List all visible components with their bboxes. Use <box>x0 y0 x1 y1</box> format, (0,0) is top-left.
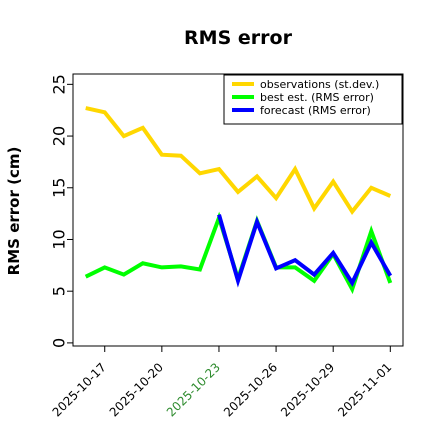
x-tick-label-2025-10-26: 2025-10-26 <box>221 360 280 419</box>
x-tick-label-2025-10-20: 2025-10-20 <box>107 360 166 419</box>
plot-area: 0 5 10 15 20 25 2025-10-172025-10-202025-10-23… <box>50 73 404 419</box>
legend-label-1: observations (st.dev.) <box>260 78 379 91</box>
y-tick-label-20: 20 <box>50 126 69 146</box>
series-line-3 <box>217 214 393 288</box>
y-tick-label-5: 5 <box>50 286 69 296</box>
x-tick-label-2025-10-29: 2025-10-29 <box>278 360 337 419</box>
x-tick-label-2025-11-01: 2025-11-01 <box>335 360 394 419</box>
chart-title: RMS error <box>184 27 293 49</box>
y-tick-label-10: 10 <box>50 229 69 249</box>
legend: observations (st.dev.)best est. (RMS err… <box>223 74 403 125</box>
series-line-1 <box>85 106 392 216</box>
legend-label-2: best est. (RMS error) <box>260 91 374 104</box>
y-tick-label-0: 0 <box>50 338 69 348</box>
x-tick-label-2025-10-17: 2025-10-17 <box>50 360 109 419</box>
y-axis-label: RMS error (cm) <box>5 147 23 276</box>
x-tick-label-2025-10-23: 2025-10-23 <box>164 360 223 419</box>
y-tick-label-15: 15 <box>50 178 69 198</box>
legend-label-3: forecast (RMS error) <box>260 104 371 117</box>
plot-frame <box>72 73 404 347</box>
y-tick-label-25: 25 <box>50 74 69 94</box>
